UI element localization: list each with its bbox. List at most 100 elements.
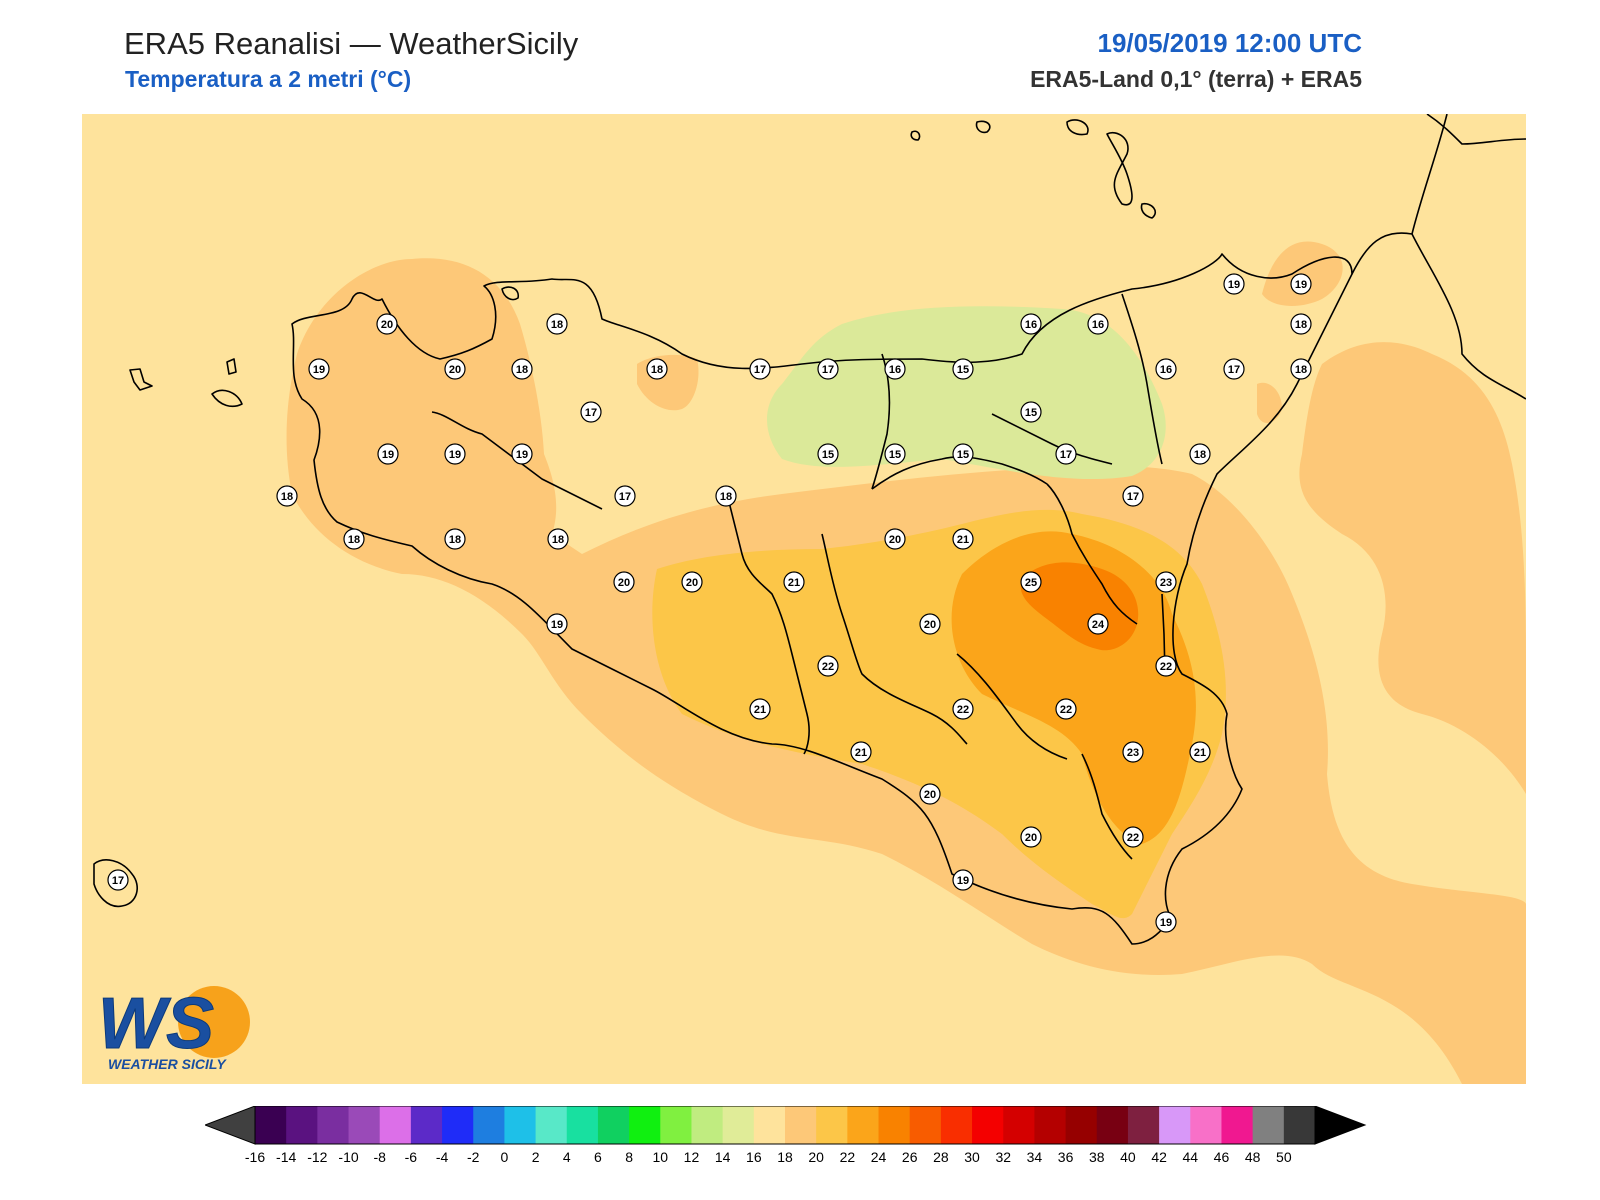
station-value: 22 bbox=[1127, 832, 1139, 844]
colorbar-tick-label: -16 bbox=[245, 1149, 265, 1165]
favignana-island bbox=[211, 389, 243, 408]
colorbar-tick-label: -10 bbox=[338, 1149, 358, 1165]
station-marker: 23 bbox=[1122, 741, 1144, 763]
station-marker: 21 bbox=[952, 528, 974, 550]
contour-18-east bbox=[1299, 342, 1526, 794]
station-value: 24 bbox=[1092, 619, 1105, 631]
colorbar-cell bbox=[1221, 1106, 1254, 1144]
station-circle bbox=[1290, 358, 1312, 380]
colorbar-tick-label: -12 bbox=[307, 1149, 327, 1165]
temperature-map: 20 18 19 20 18 18 17 17 16 16 15 16 16 17 18 19 19 18 19 19… bbox=[82, 114, 1526, 1084]
pantelleria-island bbox=[93, 859, 138, 908]
station-value: 25 bbox=[1025, 577, 1037, 589]
colorbar-cell bbox=[597, 1106, 630, 1144]
colorbar-cell bbox=[348, 1106, 381, 1144]
station-marker: 19 bbox=[1290, 273, 1312, 295]
station-circle bbox=[952, 528, 974, 550]
station-circle bbox=[1020, 313, 1042, 335]
station-value: 18 bbox=[1295, 319, 1307, 331]
station-marker: 15 bbox=[1020, 401, 1042, 423]
station-marker: 21 bbox=[1189, 741, 1211, 763]
station-value: 17 bbox=[822, 364, 834, 376]
colorbar-cell bbox=[1283, 1106, 1316, 1144]
station-marker: 16 bbox=[1155, 358, 1177, 380]
station-circle bbox=[783, 571, 805, 593]
province-border-8 bbox=[1081, 753, 1133, 860]
station-marker: 18 bbox=[715, 485, 737, 507]
colorbar-tick-label: 46 bbox=[1214, 1149, 1230, 1165]
colorbar-cell bbox=[691, 1106, 724, 1144]
station-value: 19 bbox=[957, 875, 969, 887]
station-marker: 17 bbox=[1055, 443, 1077, 465]
colorbar-tick-label: 32 bbox=[995, 1149, 1011, 1165]
colorbar: -16 -14 -12 -10 -8 -6 -4 -2 0 2 4 6 8 10 12 14 16 18 20 22 2… bbox=[205, 1106, 1367, 1165]
station-value: 19 bbox=[516, 449, 528, 461]
station-circle bbox=[1290, 273, 1312, 295]
station-value: 17 bbox=[585, 407, 597, 419]
station-circle bbox=[511, 358, 533, 380]
station-marker: 16 bbox=[1020, 313, 1042, 335]
colorbar-cell bbox=[410, 1106, 443, 1144]
station-marker: 22 bbox=[1122, 826, 1144, 848]
province-border-3 bbox=[821, 533, 968, 745]
station-marker: 19 bbox=[511, 443, 533, 465]
aeolian-4 bbox=[910, 130, 921, 141]
station-circle bbox=[1155, 358, 1177, 380]
station-marker: 17 bbox=[817, 358, 839, 380]
colorbar-cell bbox=[909, 1106, 942, 1144]
contour-14 bbox=[767, 306, 1166, 480]
colorbar-tick-label: -6 bbox=[405, 1149, 418, 1165]
station-circle bbox=[1122, 485, 1144, 507]
station-circle bbox=[952, 869, 974, 891]
station-marker: 15 bbox=[817, 443, 839, 465]
station-value: 21 bbox=[855, 747, 867, 759]
station-marker: 19 bbox=[377, 443, 399, 465]
station-value: 22 bbox=[1160, 661, 1172, 673]
colorbar-tick-label: 6 bbox=[594, 1149, 602, 1165]
station-circle bbox=[511, 443, 533, 465]
egadi-island bbox=[129, 368, 153, 391]
station-marker: 21 bbox=[783, 571, 805, 593]
colorbar-cell bbox=[442, 1106, 474, 1144]
station-circle bbox=[1122, 826, 1144, 848]
station-marker: 18 bbox=[444, 528, 466, 550]
colorbar-cell bbox=[286, 1106, 318, 1144]
colorbar-tick-label: 8 bbox=[625, 1149, 633, 1165]
province-border-10 bbox=[991, 413, 1113, 465]
colorbar-cell bbox=[722, 1106, 755, 1144]
province-border-7 bbox=[1046, 483, 1138, 625]
station-value: 21 bbox=[754, 704, 766, 716]
station-marker: 19 bbox=[1223, 273, 1245, 295]
colorbar-over-arrow bbox=[1314, 1106, 1367, 1145]
colorbar-cell bbox=[629, 1106, 661, 1144]
station-value: 18 bbox=[720, 491, 732, 503]
station-circle bbox=[1189, 741, 1211, 763]
colorbar-cell bbox=[566, 1106, 599, 1144]
colorbar-cell bbox=[1127, 1106, 1160, 1144]
station-marker: 19 bbox=[546, 613, 568, 635]
station-marker: 25 bbox=[1020, 571, 1042, 593]
ustica-island bbox=[501, 286, 520, 301]
station-marker: 16 bbox=[1087, 313, 1109, 335]
contour-24 bbox=[1020, 562, 1139, 651]
station-circle bbox=[646, 358, 668, 380]
calabria-coast bbox=[1351, 114, 1526, 400]
station-circle bbox=[276, 485, 298, 507]
station-circle bbox=[1155, 571, 1177, 593]
station-marker: 18 bbox=[1290, 313, 1312, 335]
station-value: 19 bbox=[313, 364, 325, 376]
station-value: 15 bbox=[957, 449, 969, 461]
colorbar-cell bbox=[1065, 1106, 1098, 1144]
station-value: 16 bbox=[1092, 319, 1104, 331]
station-value: 18 bbox=[348, 534, 360, 546]
station-circle bbox=[107, 869, 129, 891]
station-value: 17 bbox=[1228, 364, 1240, 376]
station-circle bbox=[919, 613, 941, 635]
colorbar-tick-label: 28 bbox=[933, 1149, 949, 1165]
colorbar-tick-label: 18 bbox=[777, 1149, 793, 1165]
station-marker: 17 bbox=[1223, 358, 1245, 380]
station-value: 19 bbox=[382, 449, 394, 461]
station-marker: 17 bbox=[107, 869, 129, 891]
colorbar-cell bbox=[1190, 1106, 1222, 1144]
colorbar-cell bbox=[660, 1106, 692, 1144]
